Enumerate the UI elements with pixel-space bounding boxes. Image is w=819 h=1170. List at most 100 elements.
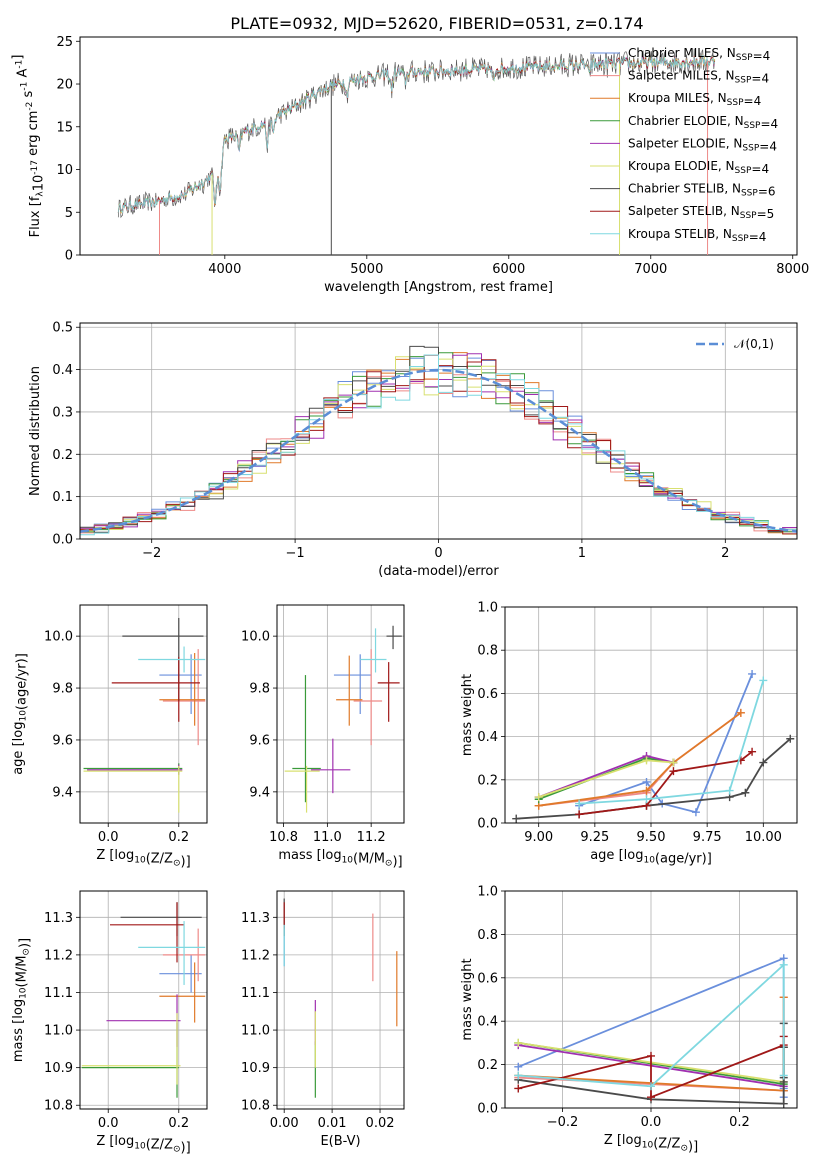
label-segment: ] [10,55,25,60]
x-tick-label: 10.00 [745,830,782,845]
plot-frame [79,890,208,1110]
plot-area [81,902,206,1098]
y-tick-label: 11.2 [241,948,270,963]
plot-frame [276,890,405,1110]
label-segment: Z [log [96,848,134,863]
y-tick-label: 9.8 [52,682,73,697]
x-tick-label: −1 [286,546,305,561]
label-segment: ⊙ [385,859,393,869]
weight-marker [759,676,768,685]
label-segment: A [16,69,31,82]
legend: 𝒩(0,1) [696,337,774,351]
label-segment: Salpeter ELODIE, N [628,136,742,150]
y-tick-label: 10.8 [241,1099,270,1114]
y-tick-label: 10 [56,163,73,178]
y-tick-label: 11.0 [44,1024,73,1039]
y-tick-label: 15 [56,120,73,135]
label-segment: =4 [749,230,767,244]
weight-marker [514,1038,523,1047]
y-tick-label: 11.3 [241,911,270,926]
x-tick-label: 11.0 [313,830,342,845]
weight-marker [691,808,700,817]
label-segment: -2 [25,102,35,111]
weight-marker [642,756,651,765]
label-segment: =4 [759,139,777,153]
x-tick-label: 6000 [492,262,525,277]
spectrum-line [117,54,716,213]
x-tick-label: 9.75 [693,830,722,845]
x-axis-label: mass [log10(M/M⊙)] [278,848,402,870]
legend-label: Kroupa MILES, NSSP=4 [628,91,761,108]
label-segment: mass weight [460,958,475,1040]
y-tick-label: 10.0 [44,630,73,645]
legend-label: Kroupa STELIB, NSSP=4 [628,227,766,244]
gaussian-curve [80,368,797,533]
weight-marker [534,793,543,802]
label-segment: 10 [18,710,28,722]
x-tick-label: 0.0 [98,830,119,845]
legend-label: Salpeter STELIB, NSSP=5 [628,204,774,221]
plot-area [80,345,797,538]
weight-marker [779,1071,788,1080]
x-tick-label: 0.00 [270,1116,299,1131]
weight-line [538,757,674,801]
plot-frame [79,604,208,824]
x-tick-label: 0.02 [366,1116,395,1131]
y-tick-label: 0.4 [52,363,73,378]
weight-marker [647,1093,655,1102]
weight-marker [514,1084,523,1093]
y-tick-label: 11.2 [44,948,73,963]
x-tick-label: 9.50 [637,830,666,845]
plot-area [83,617,206,813]
label-segment: )] [392,855,402,870]
label-segment: ⊙ [22,948,32,956]
y-tick-label: 0.3 [52,405,73,420]
legend-label: Chabrier STELIB, NSSP=6 [628,182,776,199]
weight-marker [748,669,757,678]
plot-area [514,954,788,1108]
x-tick-label: 10.8 [269,830,298,845]
plot-area [117,48,716,255]
legend-label: Salpeter ELODIE, NSSP=4 [628,136,777,153]
label-segment: 𝒩(0,1) [734,337,774,351]
label-segment: 10 [134,1141,146,1151]
y-tick-label: 0.4 [477,730,498,745]
panel-age_vs_Z: 0.0 0.29.49.69.810.0Z [log10(Z/Z⊙)]age [l… [11,604,208,870]
label-segment: (Z/Z [653,1136,680,1151]
x-axis-label: (data-model)/error [378,564,499,579]
x-tick-label: 0.2 [168,830,189,845]
weight-marker [647,1051,655,1060]
panel-mass_vs_ebv: 0.00 0.01 0.02 10.8 10.9 11.0 11.1 11.2 11.3 E(B-… [241,890,405,1149]
label-segment: Chabrier ELODIE, N [628,114,744,128]
legend-label: Chabrier ELODIE, NSSP=4 [628,114,778,131]
y-tick-label: 0.0 [477,1102,498,1117]
weight-marker [725,786,734,795]
y-tick-label: 0.2 [477,773,498,788]
label-segment: mass [log [278,848,341,863]
y-axis-label: Normed distribution [28,366,43,496]
label-segment: Chabrier MILES, N [628,46,736,60]
label-segment: mass [log [11,999,26,1062]
panel-weight_vs_age: 9.00 9.25 9.50 9.75 10.00 0.0 0.2 0.4 0.6 0.8 1.0 a… [460,601,798,866]
label-segment: )] [181,855,191,870]
x-tick-label: 0.2 [729,1115,750,1130]
label-segment: (age/yr)] [655,851,712,866]
label-segment: SSP [735,76,752,86]
weight-marker [759,758,768,767]
y-axis-label: mass [log10(M/M⊙)] [11,938,33,1062]
y-tick-label: 0.4 [477,1015,498,1030]
weight-marker [647,1082,655,1091]
y-tick-label: 9.4 [52,785,73,800]
label-segment: Kroupa ELODIE, N [628,159,735,173]
label-segment: (M/M [14,956,29,988]
legend-label: Kroupa ELODIE, NSSP=4 [628,159,769,176]
label-segment: -1 [20,82,30,91]
label-segment: Salpeter STELIB, N [628,204,740,218]
weight-line [516,738,791,820]
label-segment: mass weight [460,674,475,756]
y-tick-label: 0.6 [477,971,498,986]
label-segment: -1 [14,60,24,69]
weight-marker [736,708,745,717]
